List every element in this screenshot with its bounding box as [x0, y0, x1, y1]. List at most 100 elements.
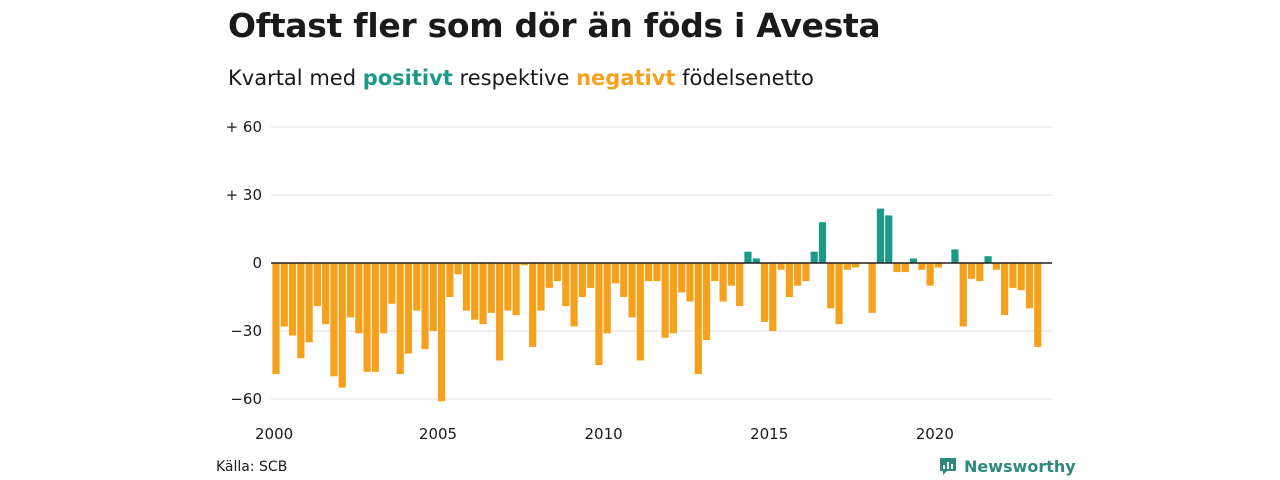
bar: [537, 263, 545, 311]
bar: [843, 263, 851, 270]
bar: [918, 263, 926, 270]
bar: [611, 263, 620, 284]
bar: [454, 263, 462, 275]
bar: [330, 263, 338, 377]
bar: [446, 263, 454, 297]
bar: [280, 263, 288, 327]
bar: [760, 263, 769, 322]
bar: [984, 256, 992, 263]
bar: [520, 263, 528, 266]
bar: [777, 263, 785, 270]
brand-logo: Newsworthy: [938, 456, 1076, 476]
y-tick-label: + 30: [226, 186, 262, 204]
bar: [719, 263, 727, 302]
bar: [396, 263, 404, 375]
subtitle-suffix: födelsenetto: [682, 66, 814, 90]
bar: [876, 208, 885, 263]
bar: [1001, 263, 1009, 316]
bar: [702, 263, 711, 341]
bar: [769, 263, 777, 331]
bar: [1025, 263, 1034, 309]
bar: [1009, 263, 1017, 288]
chart-subtitle: Kvartal med positivt respektive negativt…: [228, 66, 814, 90]
bar: [620, 263, 628, 297]
bar: [587, 263, 595, 288]
chart-title: Oftast fler som dör än föds i Avesta: [228, 6, 881, 45]
bar: [487, 263, 495, 313]
bar: [901, 263, 909, 273]
bar: [380, 263, 388, 334]
bar: [429, 263, 437, 331]
bar: [992, 263, 1000, 270]
bar: [313, 263, 321, 307]
bar: [562, 263, 570, 307]
x-tick-label: 2020: [916, 425, 954, 443]
bar: [338, 263, 346, 388]
bar: [529, 263, 537, 347]
bar: [553, 263, 562, 282]
bar: [297, 263, 305, 359]
subtitle-positive-label: positivt: [362, 66, 453, 90]
bar: [495, 263, 504, 361]
bar: [661, 263, 669, 338]
bar: [545, 263, 553, 288]
bar: [959, 263, 967, 327]
bar: [934, 263, 942, 268]
subtitle-middle: respektive: [459, 66, 570, 90]
bar: [976, 263, 984, 282]
bar: [802, 263, 810, 282]
bar: [967, 263, 976, 279]
bar: [926, 263, 934, 286]
bar: [785, 263, 793, 297]
bar: [852, 263, 860, 268]
bar: [885, 215, 893, 263]
x-tick-label: 2005: [419, 425, 457, 443]
bar: [752, 258, 760, 263]
bar: [322, 263, 330, 325]
bar: [570, 263, 578, 327]
bar: [736, 263, 744, 307]
y-tick-label: 0: [252, 254, 262, 272]
bar: [305, 263, 313, 343]
x-tick-label: 2010: [585, 425, 623, 443]
brand-name: Newsworthy: [964, 456, 1076, 476]
source-note: Källa: SCB: [216, 459, 288, 475]
bar: [744, 251, 752, 263]
bar: [404, 263, 413, 354]
y-tick-label: −60: [230, 390, 262, 408]
subtitle-prefix: Kvartal med: [228, 66, 357, 90]
bar: [413, 263, 421, 311]
subtitle-negative-label: negativt: [576, 66, 676, 90]
y-tick-label: + 60: [226, 118, 262, 136]
bar: [653, 263, 661, 282]
bar: [479, 263, 487, 325]
bar: [678, 263, 686, 293]
bar: [727, 263, 735, 286]
bar: [578, 263, 586, 297]
bar: [810, 251, 818, 263]
bar: [371, 263, 379, 372]
bar: [909, 258, 918, 263]
bar: [827, 263, 835, 309]
bar: [288, 263, 297, 336]
bar: [471, 263, 479, 320]
bar: [504, 263, 512, 311]
bar: [1034, 263, 1042, 347]
bar: [686, 263, 694, 302]
x-tick-label: 2000: [255, 425, 293, 443]
bar: [694, 263, 702, 375]
bar: [438, 263, 446, 402]
bar: [363, 263, 371, 372]
bar: [346, 263, 355, 318]
bar: [645, 263, 653, 282]
bar: [603, 263, 611, 334]
bar: [595, 263, 603, 365]
bar: [636, 263, 644, 361]
bar: [951, 249, 959, 263]
bar: [818, 222, 827, 263]
newsworthy-icon: [940, 458, 956, 475]
bar: [355, 263, 363, 334]
bar: [421, 263, 429, 350]
bar: [388, 263, 396, 304]
